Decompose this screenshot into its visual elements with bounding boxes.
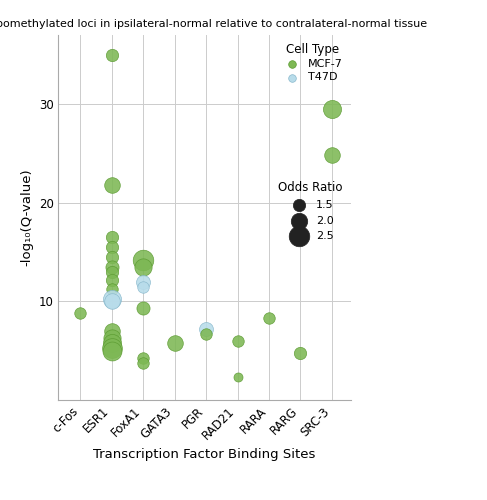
Point [265, 314, 273, 322]
Y-axis label: -log₁₀(Q-value): -log₁₀(Q-value) [20, 168, 33, 266]
Point [108, 334, 116, 342]
Title: Hypomethylated loci in ipsilateral-normal relative to contralateral-normal tissu: Hypomethylated loci in ipsilateral-norma… [0, 18, 428, 28]
Point [297, 348, 304, 356]
Point [108, 50, 116, 58]
Point [108, 344, 116, 351]
Point [139, 263, 147, 271]
Point [108, 263, 116, 271]
Point [171, 339, 179, 347]
Point [202, 330, 210, 338]
Point [139, 304, 147, 312]
Point [108, 327, 116, 335]
X-axis label: Transcription Factor Binding Sites: Transcription Factor Binding Sites [94, 448, 316, 460]
Point [328, 152, 336, 160]
Point [108, 243, 116, 251]
Point [139, 282, 147, 290]
Point [139, 358, 147, 366]
Point [202, 325, 210, 333]
Legend: 1.5, 2.0, 2.5: 1.5, 2.0, 2.5 [276, 180, 345, 244]
Point [234, 374, 242, 382]
Point [76, 309, 84, 317]
Point [108, 268, 116, 276]
Point [108, 296, 116, 304]
Point [108, 181, 116, 189]
Point [108, 298, 116, 306]
Point [108, 284, 116, 292]
Point [108, 233, 116, 241]
Point [139, 256, 147, 264]
Point [139, 278, 147, 285]
Point [108, 253, 116, 261]
Point [139, 354, 147, 362]
Point [234, 337, 242, 345]
Point [108, 276, 116, 283]
Point [108, 339, 116, 347]
Point [328, 105, 336, 113]
Point [108, 346, 116, 354]
